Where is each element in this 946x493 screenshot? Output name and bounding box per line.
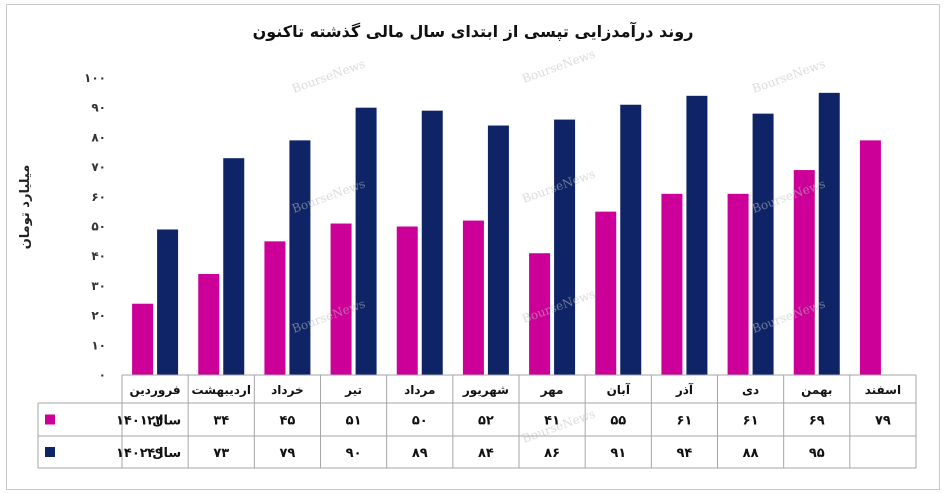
legend-label: سال ۱۴۰۲: [116, 446, 181, 461]
bar-1401: [529, 253, 551, 375]
bar-1401: [793, 170, 815, 375]
data-table-cell: ۴۱: [544, 414, 560, 429]
y-tick-label: ۲۰: [91, 309, 106, 323]
data-table-cell: ۶۱: [743, 414, 759, 429]
watermark-text: BourseNews: [750, 57, 827, 96]
bar-1401: [330, 223, 352, 375]
bar-1401: [198, 274, 220, 375]
category-label: بهمن: [801, 383, 832, 397]
category-label: خرداد: [271, 383, 304, 397]
category-label: دی: [742, 383, 759, 397]
data-table-cell: ۸۹: [412, 446, 428, 461]
legend-swatch-1401: [45, 414, 55, 425]
category-label: شهریور: [462, 383, 509, 398]
legend-swatch-1402: [45, 447, 55, 457]
bar-1402: [157, 229, 179, 375]
bar-1401: [661, 193, 683, 375]
bar-1401: [396, 226, 418, 375]
bar-1402: [752, 113, 774, 375]
data-table-cell: ۷۹: [875, 414, 891, 429]
bar-1402: [620, 104, 642, 375]
category-label: آذر: [675, 382, 694, 397]
data-table-cell: ۷۳: [213, 446, 229, 461]
bar-1401: [859, 140, 881, 375]
bar-1402: [289, 140, 311, 375]
data-table-cell: ۴۵: [279, 414, 295, 429]
bar-1402: [355, 107, 377, 375]
category-label: آبان: [607, 382, 631, 397]
y-tick-label: ۴۰: [91, 249, 106, 263]
data-table-cell: ۸۴: [478, 446, 494, 461]
data-table-cell: ۸۶: [544, 446, 560, 461]
data-table-cell: ۵۱: [346, 414, 362, 429]
y-tick-label: ۱۰۰: [84, 71, 106, 85]
legend-label: سال ۱۴۰۱: [116, 414, 181, 429]
data-table-cell: ۳۴: [213, 414, 229, 429]
data-table-cell: ۴۹: [147, 446, 163, 461]
y-tick-label: ۱۰: [91, 338, 106, 352]
bar-1401: [595, 211, 617, 375]
data-table-cell: ۶۱: [676, 414, 692, 429]
data-table-cell: ۹۵: [809, 446, 825, 461]
data-table-cell: ۷۹: [279, 446, 295, 461]
data-table-cell: ۸۸: [743, 446, 759, 461]
watermark-text: BourseNews: [290, 57, 367, 96]
bar-1402: [223, 158, 245, 375]
data-table-cell: ۶۹: [809, 414, 825, 429]
bar-1401: [264, 241, 286, 375]
y-tick-label: ۹۰: [91, 101, 106, 115]
bar-1401: [727, 193, 749, 375]
data-table-cell: ۹۴: [676, 446, 692, 461]
category-label: مرداد: [404, 383, 435, 397]
y-tick-label: ۸۰: [91, 130, 106, 144]
y-tick-label: ۰: [99, 368, 106, 382]
data-table-cell: ۵۰: [412, 414, 428, 429]
bar-1402: [554, 119, 576, 375]
category-label: تیر: [344, 383, 362, 397]
y-tick-label: ۵۰: [91, 220, 106, 234]
watermark-text: BourseNews: [520, 47, 597, 86]
data-table-cell: ۹۱: [610, 446, 626, 461]
data-table-cell: ۲۴: [147, 414, 163, 429]
bar-1402: [421, 110, 443, 376]
category-label: اسفند: [865, 383, 901, 397]
y-tick-label: ۶۰: [91, 190, 106, 204]
category-label: اردیبهشت: [192, 383, 251, 397]
data-table-cell: ۹۰: [346, 446, 362, 461]
y-tick-label: ۷۰: [91, 160, 106, 174]
bar-1402: [818, 92, 840, 375]
data-table-cell: ۵۵: [610, 414, 626, 429]
chart-title: روند درآمدزایی تپسی از ابتدای سال مالی گ…: [252, 22, 694, 41]
category-label: فروردین: [130, 383, 181, 398]
category-label: مهر: [540, 383, 564, 397]
y-tick-label: ۳۰: [91, 279, 106, 293]
bar-1402: [487, 125, 509, 376]
bar-1401: [462, 220, 484, 375]
bar-1402: [686, 95, 708, 375]
data-table-cell: ۵۲: [478, 414, 494, 429]
bar-1401: [132, 303, 154, 375]
